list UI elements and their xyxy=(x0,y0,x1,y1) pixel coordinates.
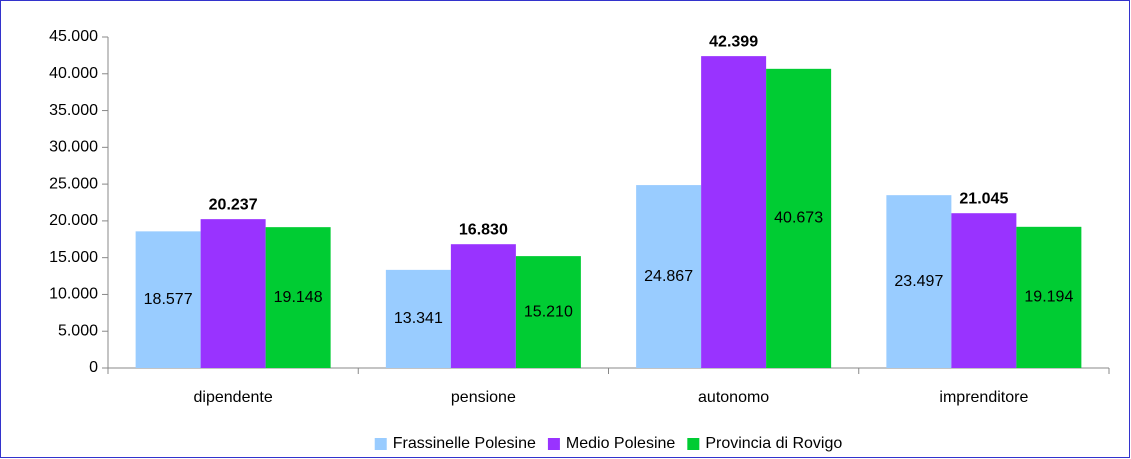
data-label: 42.399 xyxy=(709,33,758,50)
legend-label: Provincia di Rovigo xyxy=(705,435,842,452)
data-label: 40.673 xyxy=(774,210,823,227)
bar xyxy=(886,195,952,368)
data-label: 16.830 xyxy=(459,221,508,238)
y-tick-label: 25.000 xyxy=(49,175,98,192)
bar xyxy=(450,244,516,368)
legend-swatch xyxy=(687,438,700,450)
data-label: 24.867 xyxy=(644,268,693,285)
bar xyxy=(135,231,201,368)
bar xyxy=(265,227,331,368)
legend-label: Frassinelle Polesine xyxy=(393,435,536,452)
data-label: 13.341 xyxy=(394,310,443,327)
x-tick-label: pensione xyxy=(451,389,516,406)
bar xyxy=(636,185,702,368)
data-label: 18.577 xyxy=(144,291,193,308)
x-tick-label: imprenditore xyxy=(939,389,1028,406)
y-tick-label: 15.000 xyxy=(49,249,98,266)
bar xyxy=(951,213,1017,368)
y-tick-label: 0 xyxy=(89,359,98,376)
legend-swatch xyxy=(547,438,560,450)
legend-label: Medio Polesine xyxy=(566,435,676,452)
y-tick-label: 20.000 xyxy=(49,212,98,229)
y-tick-label: 30.000 xyxy=(49,139,98,156)
data-label: 21.045 xyxy=(959,190,1008,207)
bar xyxy=(1016,226,1082,368)
bar xyxy=(766,68,832,369)
y-tick-label: 40.000 xyxy=(49,65,98,82)
x-tick-label: dipendente xyxy=(194,389,273,406)
y-tick-label: 10.000 xyxy=(49,286,98,303)
data-label: 20.237 xyxy=(209,196,258,213)
bar xyxy=(200,219,266,368)
bar xyxy=(515,256,581,368)
data-label: 15.210 xyxy=(524,303,573,320)
y-tick-label: 5.000 xyxy=(58,322,98,339)
data-label: 19.194 xyxy=(1024,289,1073,306)
bar xyxy=(385,269,451,368)
x-tick-label: autonomo xyxy=(698,389,769,406)
legend-swatch xyxy=(374,438,387,450)
data-label: 19.148 xyxy=(274,289,323,306)
y-tick-label: 45.000 xyxy=(49,28,98,45)
data-label: 23.497 xyxy=(894,273,943,290)
y-tick-label: 35.000 xyxy=(49,102,98,119)
bar xyxy=(701,56,767,368)
